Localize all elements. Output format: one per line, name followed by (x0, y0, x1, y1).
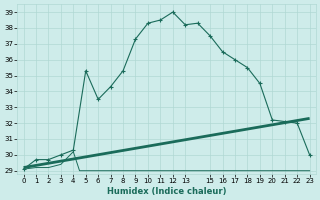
X-axis label: Humidex (Indice chaleur): Humidex (Indice chaleur) (107, 187, 226, 196)
